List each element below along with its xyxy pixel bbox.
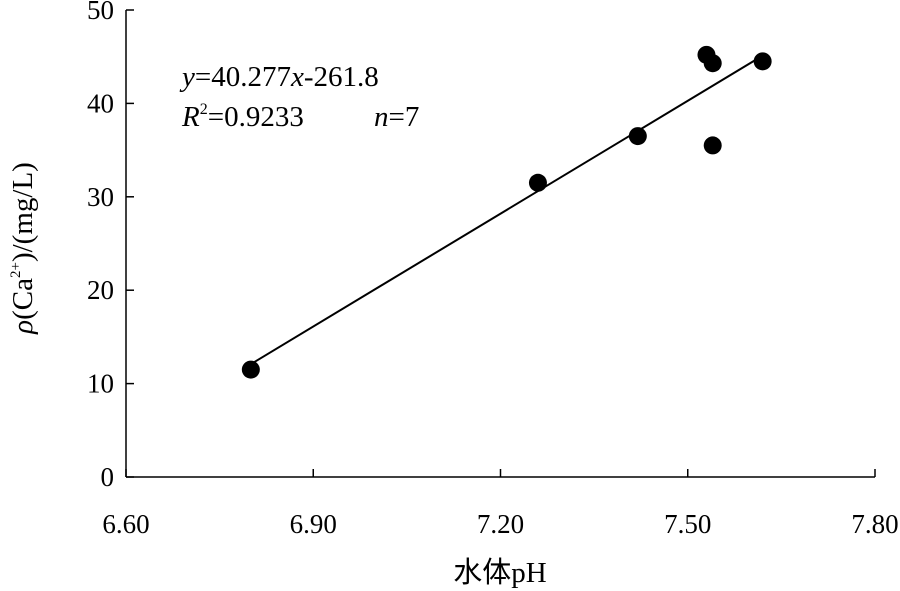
y-title-charge: 2+ [8,262,24,278]
y-tick-label: 50 [87,0,114,25]
data-point [628,127,647,146]
trendline [250,54,764,365]
x-tick-label: 7.20 [477,509,524,539]
x-tick-label: 7.80 [851,509,898,539]
data-point [528,173,547,192]
regression-equation: y=40.277x-261.8 [179,61,379,93]
x-tick-label: 6.60 [102,509,149,539]
x-axis-title: 水体pH [453,556,547,589]
r-superscript: 2 [200,101,208,118]
r-value: =0.9233 [208,101,304,133]
r-letter: R [181,101,200,133]
points-group [241,45,772,379]
n-letter: n [374,101,389,133]
x-axis: 6.60 6.90 7.20 7.50 7.80 [102,469,899,539]
eq-x-var: x [290,61,304,93]
data-point [241,360,260,379]
y-axis-title: ρ(Ca2+)/(mg/L) [7,162,39,335]
data-point [703,54,722,73]
data-point [753,52,772,71]
eq-y-var: y [179,61,195,93]
regression-annotation: y=40.277x-261.8 R2=0.9233 n=7 [179,61,419,133]
eq-coefficient: =40.277 [195,61,291,93]
r-squared-text: R2=0.9233 [181,101,304,133]
y-title-rho: ρ [7,320,39,335]
y-tick-label: 10 [87,369,114,399]
trendline-group [250,54,764,365]
n-value: =7 [389,101,420,133]
y-tick-label: 30 [87,182,114,212]
n-count-text: n=7 [374,101,419,133]
data-point [703,136,722,155]
y-title-unit: )/(mg/L) [7,162,39,262]
x-tick-label: 7.50 [664,509,711,539]
y-axis: 0 10 20 30 40 50 [87,0,134,492]
y-tick-label: 0 [101,462,115,492]
y-title-ion: Ca [7,278,39,310]
y-tick-label: 20 [87,275,114,305]
y-title-paren: ( [7,310,39,320]
x-tick-label: 6.90 [290,509,337,539]
y-tick-label: 40 [87,88,114,118]
eq-intercept: -261.8 [304,61,379,93]
